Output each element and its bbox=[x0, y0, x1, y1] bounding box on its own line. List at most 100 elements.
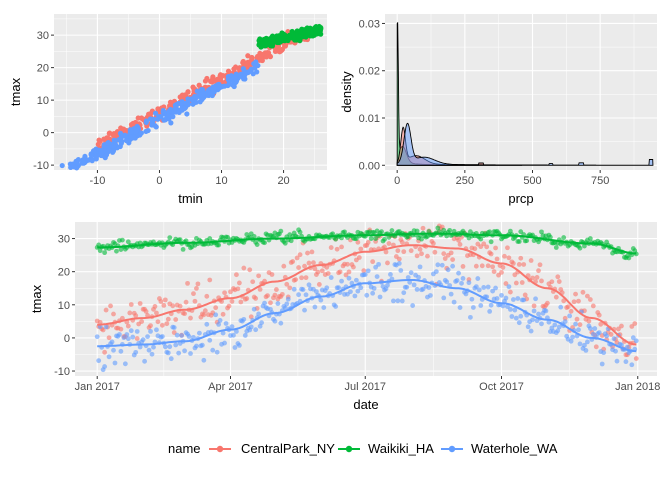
scatter-point-waterhole_wa bbox=[152, 110, 159, 116]
scatter-point-waterhole_wa bbox=[254, 69, 260, 75]
timeseries-point-centralpark_ny bbox=[419, 251, 424, 257]
scatter-point-waterhole_wa bbox=[231, 74, 238, 81]
timeseries-point-waterhole_wa bbox=[174, 332, 180, 338]
y-tick-label: 10 bbox=[37, 95, 49, 107]
timeseries-point-centralpark_ny bbox=[339, 244, 344, 250]
timeseries-point-waterhole_wa bbox=[468, 314, 473, 320]
timeseries-point-centralpark_ny bbox=[257, 286, 263, 292]
timeseries-point-centralpark_ny bbox=[191, 291, 196, 297]
timeseries-point-centralpark_ny bbox=[503, 281, 509, 286]
scatter-point-centralpark_ny bbox=[257, 57, 263, 63]
timeseries-point-waterhole_wa bbox=[278, 320, 284, 326]
timeseries-point-centralpark_ny bbox=[545, 300, 550, 306]
x-tick-label: 20 bbox=[277, 175, 289, 187]
timeseries-point-waikiki_ha bbox=[547, 234, 553, 240]
timeseries-point-waterhole_wa bbox=[521, 297, 527, 303]
timeseries-point-centralpark_ny bbox=[222, 290, 227, 296]
scatter-point-waikiki_ha bbox=[278, 36, 284, 42]
timeseries-point-waikiki_ha bbox=[368, 236, 374, 241]
timeseries-point-centralpark_ny bbox=[343, 272, 349, 278]
timeseries-point-waterhole_wa bbox=[214, 349, 220, 355]
timeseries-point-centralpark_ny bbox=[319, 268, 325, 274]
timeseries-point-centralpark_ny bbox=[396, 256, 402, 262]
timeseries-point-waterhole_wa bbox=[444, 279, 450, 285]
timeseries-point-waterhole_wa bbox=[146, 347, 152, 353]
timeseries-point-centralpark_ny bbox=[513, 280, 519, 286]
timeseries-point-waterhole_wa bbox=[376, 261, 381, 267]
timeseries-point-waikiki_ha bbox=[342, 229, 347, 235]
timeseries-point-centralpark_ny bbox=[536, 268, 541, 274]
timeseries-point-centralpark_ny bbox=[530, 275, 536, 281]
scatter-point-centralpark_ny bbox=[190, 84, 196, 90]
timeseries-point-waterhole_wa bbox=[470, 305, 476, 310]
timeseries-point-centralpark_ny bbox=[473, 263, 479, 269]
legend-point-waikiki bbox=[345, 445, 353, 453]
timeseries-point-centralpark_ny bbox=[506, 255, 512, 261]
timeseries-point-waterhole_wa bbox=[460, 276, 466, 281]
legend-point-centralpark bbox=[216, 445, 224, 453]
timeseries-point-centralpark_ny bbox=[250, 279, 256, 285]
legend-point-waterhole bbox=[448, 445, 456, 453]
timeseries-point-waikiki_ha bbox=[251, 234, 257, 239]
scatter-point-waterhole_wa bbox=[100, 148, 106, 154]
timeseries-point-centralpark_ny bbox=[207, 277, 213, 283]
timeseries-point-centralpark_ny bbox=[562, 315, 568, 321]
x-tick-label: 250 bbox=[456, 175, 474, 187]
timeseries-point-waterhole_wa bbox=[121, 335, 127, 341]
timeseries-point-waterhole_wa bbox=[151, 344, 156, 350]
timeseries-point-waikiki_ha bbox=[288, 238, 294, 244]
timeseries-point-centralpark_ny bbox=[334, 246, 340, 252]
timeseries-point-waterhole_wa bbox=[362, 272, 368, 277]
scatter-point-waterhole_wa bbox=[74, 165, 80, 171]
timeseries-point-centralpark_ny bbox=[306, 260, 312, 266]
timeseries-point-waikiki_ha bbox=[487, 229, 493, 235]
y-tick-label: 0.02 bbox=[359, 66, 380, 78]
timeseries-point-centralpark_ny bbox=[158, 299, 164, 304]
timeseries-point-centralpark_ny bbox=[417, 246, 423, 252]
timeseries-point-waterhole_wa bbox=[229, 324, 235, 329]
timeseries-point-waterhole_wa bbox=[582, 342, 587, 348]
scatter-point-waterhole_wa bbox=[184, 111, 190, 117]
y-tick-label: 30 bbox=[58, 234, 70, 246]
timeseries-point-centralpark_ny bbox=[247, 267, 253, 273]
timeseries-point-waterhole_wa bbox=[133, 349, 139, 355]
scatter-point-waterhole_wa bbox=[246, 68, 252, 75]
scatter-point-waikiki_ha bbox=[318, 31, 324, 37]
timeseries-point-centralpark_ny bbox=[598, 321, 604, 327]
scatter-point-waikiki_ha bbox=[270, 37, 276, 43]
timeseries-point-waikiki_ha bbox=[553, 245, 559, 250]
timeseries-point-waikiki_ha bbox=[577, 245, 583, 251]
y-tick-label: 0.00 bbox=[359, 160, 380, 172]
timeseries-point-waikiki_ha bbox=[330, 231, 336, 237]
timeseries-point-centralpark_ny bbox=[450, 257, 456, 263]
legend-label-waterhole: Waterhole_WA bbox=[471, 441, 558, 456]
timeseries-point-waterhole_wa bbox=[134, 329, 140, 334]
scatter-point-waterhole_wa bbox=[110, 149, 116, 155]
timeseries-point-waikiki_ha bbox=[254, 242, 260, 248]
scatter-point-centralpark_ny bbox=[259, 51, 265, 57]
timeseries-point-centralpark_ny bbox=[192, 298, 198, 304]
timeseries-point-waterhole_wa bbox=[568, 338, 574, 344]
timeseries-point-waterhole_wa bbox=[339, 278, 344, 284]
timeseries-point-waterhole_wa bbox=[500, 303, 506, 309]
timeseries-point-centralpark_ny bbox=[148, 323, 153, 329]
timeseries-point-centralpark_ny bbox=[502, 253, 507, 259]
timeseries-point-waterhole_wa bbox=[525, 324, 531, 330]
timeseries-point-waterhole_wa bbox=[296, 292, 302, 298]
timeseries-point-centralpark_ny bbox=[584, 293, 590, 299]
timeseries-point-waterhole_wa bbox=[149, 351, 155, 357]
timeseries-point-waterhole_wa bbox=[196, 330, 202, 336]
timeseries-point-waterhole_wa bbox=[448, 291, 454, 297]
scatter-point-waterhole_wa bbox=[132, 129, 139, 135]
timeseries-point-waterhole_wa bbox=[494, 296, 500, 301]
timeseries-point-centralpark_ny bbox=[302, 263, 307, 269]
timeseries-point-waikiki_ha bbox=[382, 236, 387, 242]
scatter-point-waterhole_wa bbox=[226, 81, 233, 87]
timeseries-point-waikiki_ha bbox=[447, 227, 453, 233]
timeseries-point-waterhole_wa bbox=[531, 308, 537, 314]
x-tick-label: 500 bbox=[523, 175, 541, 187]
timeseries-point-waterhole_wa bbox=[128, 328, 134, 334]
timeseries-point-waterhole_wa bbox=[213, 312, 219, 318]
timeseries-point-waterhole_wa bbox=[503, 295, 509, 301]
timeseries-point-waterhole_wa bbox=[473, 284, 479, 290]
